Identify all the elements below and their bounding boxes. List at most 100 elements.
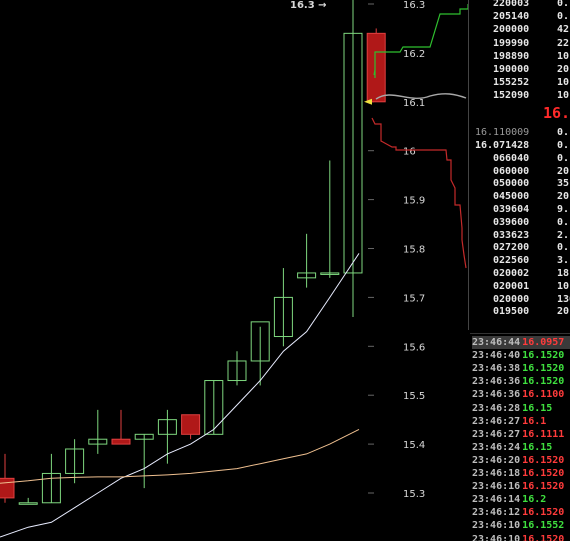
book-size: 20 bbox=[557, 63, 569, 76]
trade-time: 23:46:12 bbox=[472, 507, 520, 518]
trade-time: 23:46:18 bbox=[472, 468, 520, 479]
book-size: 10 bbox=[557, 89, 569, 102]
book-price: 027200 bbox=[493, 241, 529, 254]
trade-price: 16.1520 bbox=[522, 376, 564, 387]
price-label: 16.2 bbox=[403, 49, 425, 60]
trade-time: 23:46:40 bbox=[472, 350, 520, 361]
book-price: 039600 bbox=[493, 216, 529, 229]
book-size: 0. bbox=[557, 152, 569, 165]
trade-time: 23:46:24 bbox=[472, 442, 520, 453]
book-size: 0. bbox=[557, 216, 569, 229]
book-size: 0. bbox=[557, 0, 569, 10]
trade-price: 16.15 bbox=[522, 442, 552, 453]
ask-row[interactable]: 198890 10 bbox=[469, 50, 570, 63]
book-price: 066040 bbox=[493, 152, 529, 165]
bid-row[interactable]: 020001 10 bbox=[469, 280, 570, 293]
spread-size: 0. bbox=[557, 126, 569, 139]
book-size: 18 bbox=[557, 267, 569, 280]
candle bbox=[0, 478, 14, 498]
book-price: 190000 bbox=[493, 63, 529, 76]
book-price: 060000 bbox=[493, 165, 529, 178]
trade-price: 16.0957 bbox=[522, 337, 564, 348]
book-size: 22 bbox=[557, 37, 569, 50]
trade-price: 16.1520 bbox=[522, 468, 564, 479]
trade-price: 16.1520 bbox=[522, 363, 564, 374]
candlestick-chart[interactable]: 16.316.216.11615.915.815.715.615.515.415… bbox=[0, 0, 468, 540]
book-size: 42 bbox=[557, 23, 569, 36]
trade-time: 23:46:36 bbox=[472, 376, 520, 387]
book-size: 0. bbox=[557, 139, 569, 152]
ask-row[interactable]: 190000 20 bbox=[469, 63, 570, 76]
book-price: 050000 bbox=[493, 177, 529, 190]
mid-price: 16. bbox=[543, 104, 570, 122]
trade-price: 16.1520 bbox=[522, 350, 564, 361]
trade-time: 23:46:44 bbox=[472, 337, 520, 348]
book-price: 198890 bbox=[493, 50, 529, 63]
bid-row[interactable]: 020000 130 bbox=[469, 293, 570, 306]
trade-price: 16.1520 bbox=[522, 455, 564, 466]
price-label: 15.3 bbox=[403, 489, 425, 500]
trade-price: 16.1552 bbox=[522, 520, 564, 531]
trade-time: 23:46:38 bbox=[472, 363, 520, 374]
price-label: 16.1 bbox=[403, 98, 425, 109]
trade-time: 23:46:14 bbox=[472, 494, 520, 505]
bid-row[interactable]: 039600 0. bbox=[469, 216, 570, 229]
price-label: 15.9 bbox=[403, 196, 425, 207]
trade-price: 16.1100 bbox=[522, 389, 564, 400]
ask-row[interactable]: 200000 42 bbox=[469, 23, 570, 36]
bid-row[interactable]: 050000 35 bbox=[469, 177, 570, 190]
book-size: 10 bbox=[557, 76, 569, 89]
trade-price: 16.1520 bbox=[522, 481, 564, 492]
candle bbox=[367, 33, 385, 101]
trade-price: 16.1111 bbox=[522, 429, 564, 440]
price-label: 15.5 bbox=[403, 391, 425, 402]
trade-price: 16.2 bbox=[522, 494, 546, 505]
book-size: 0. bbox=[557, 10, 569, 23]
moving-average-slow bbox=[0, 429, 359, 483]
book-price: 020001 bbox=[493, 280, 529, 293]
price-label: 16 bbox=[403, 147, 416, 158]
bid-row[interactable]: 066040 0. bbox=[469, 152, 570, 165]
book-price: 200000 bbox=[493, 23, 529, 36]
book-price: 019500 bbox=[493, 305, 529, 318]
book-size: 10 bbox=[557, 280, 569, 293]
book-price: 020000 bbox=[493, 293, 529, 306]
book-size: 130 bbox=[557, 293, 570, 306]
candle bbox=[182, 415, 200, 435]
book-size: 10 bbox=[557, 50, 569, 63]
book-size: 9. bbox=[557, 203, 569, 216]
price-label: 15.8 bbox=[403, 245, 425, 256]
book-size: 35 bbox=[557, 177, 569, 190]
